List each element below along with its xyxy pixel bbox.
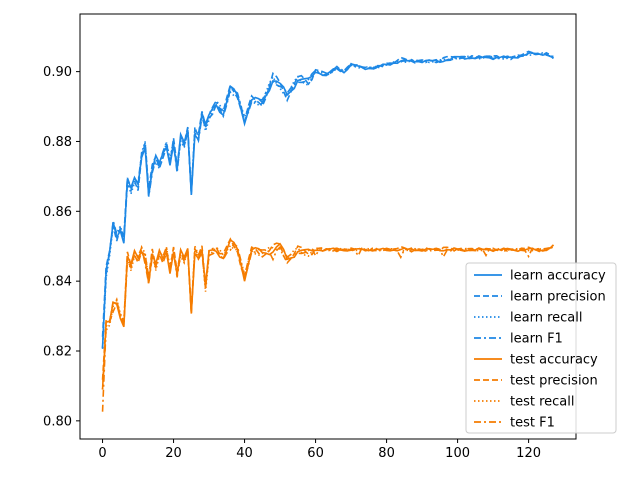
legend-box: [465, 262, 617, 434]
y-axis: 0.80 0.82 0.84 0.86 0.88 0.90: [43, 65, 80, 429]
y-tick-label: 0.82: [43, 344, 72, 359]
legend-label: learn precision: [510, 290, 606, 305]
y-tick-label: 0.80: [43, 414, 72, 429]
series-line-test-recall: [101, 244, 554, 390]
x-axis: 0 20 40 60 80 100 120: [98, 439, 541, 461]
legend-label: test recall: [510, 395, 575, 410]
legend-label: learn F1: [510, 332, 563, 347]
x-tick-label: 120: [516, 446, 541, 461]
legend: learn accuracy learn precision learn recal…: [465, 262, 617, 434]
legend-label: learn recall: [510, 311, 582, 326]
x-tick-label: 80: [378, 446, 395, 461]
x-tick-label: 20: [165, 446, 182, 461]
x-tick-label: 60: [307, 446, 324, 461]
legend-label: test F1: [510, 416, 555, 431]
series-line-test-precision: [101, 237, 554, 380]
x-tick-label: 0: [98, 446, 106, 461]
plot-frame: [79, 13, 577, 440]
x-tick-label: 100: [445, 446, 470, 461]
y-tick-label: 0.90: [43, 65, 72, 80]
y-tick-label: 0.84: [43, 275, 72, 290]
legend-label: learn accuracy: [510, 269, 606, 284]
x-tick-label: 40: [236, 446, 253, 461]
series-layer: [101, 50, 555, 412]
y-tick-label: 0.88: [43, 135, 72, 150]
legend-label: test precision: [510, 374, 598, 389]
series-line-learn-f1: [101, 52, 554, 349]
y-tick-label: 0.86: [43, 205, 72, 220]
legend-label: test accuracy: [510, 353, 598, 368]
